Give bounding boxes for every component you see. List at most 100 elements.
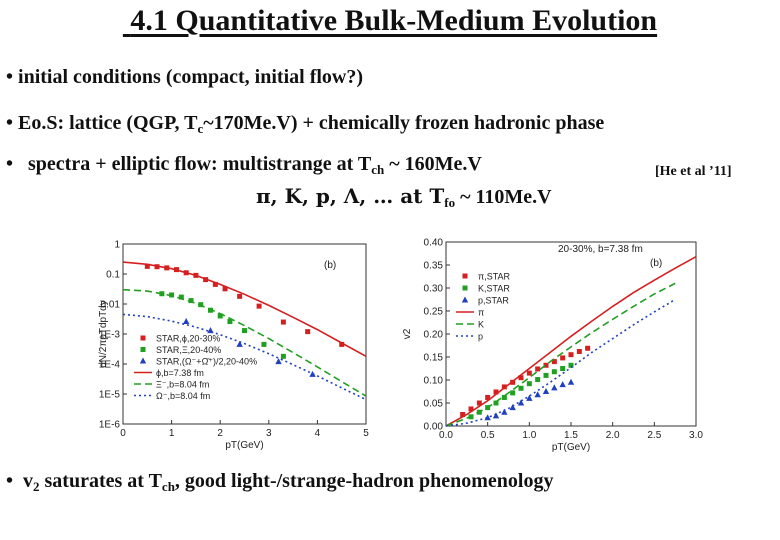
- legend-label: Ω⁻,b=8.04 fm: [156, 391, 210, 401]
- data-point: [476, 400, 482, 406]
- y-tick-label: 1: [114, 240, 120, 251]
- x-tick-label: 2.5: [647, 430, 661, 441]
- bullet-initial-conditions: • initial conditions (compact, initial f…: [6, 66, 364, 88]
- data-point: [261, 341, 267, 347]
- data-point: [560, 355, 566, 361]
- legend-label: π: [478, 308, 484, 318]
- data-point: [227, 319, 233, 325]
- legend-label: ϕ,b=7.38 fm: [156, 368, 204, 378]
- data-point: [568, 362, 574, 368]
- data-point: [339, 341, 345, 347]
- legend-marker: [461, 296, 469, 303]
- series-line: [122, 288, 367, 397]
- data-point: [534, 391, 541, 398]
- data-point: [543, 362, 549, 368]
- x-tick-label: 2: [217, 428, 223, 439]
- data-point: [222, 286, 228, 292]
- data-point: [518, 385, 524, 391]
- y-tick-label: 0.20: [424, 330, 444, 341]
- y-axis-label: v2: [402, 328, 413, 339]
- y-tick-label: 1E-5: [99, 390, 121, 401]
- series-line: [445, 255, 697, 427]
- data-point: [242, 328, 247, 334]
- x-tick-label: 2.0: [606, 430, 620, 441]
- legend-marker: [462, 273, 468, 279]
- legend-label: K,STAR: [478, 284, 510, 294]
- legend-label: STAR,(Ω⁻+Ω̄⁺)/2,20-40%: [156, 357, 257, 367]
- legend-marker: [139, 357, 147, 364]
- data-point: [460, 412, 466, 417]
- x-tick-label: 1: [169, 428, 175, 439]
- x-tick-label: 1.0: [522, 430, 536, 441]
- data-point: [178, 294, 184, 300]
- data-point: [493, 400, 499, 406]
- x-tick-label: 0: [120, 428, 126, 439]
- y-tick-label: 0.35: [424, 261, 444, 272]
- data-point: [526, 370, 532, 376]
- x-tick-label: 0.5: [481, 430, 495, 441]
- data-point: [551, 369, 557, 375]
- data-point: [237, 293, 243, 299]
- citation: [He et al ’11]: [655, 164, 732, 179]
- legend-marker: [140, 335, 146, 341]
- data-point: [576, 348, 582, 354]
- data-point: [535, 366, 541, 372]
- series-line: [122, 313, 367, 401]
- data-point: [560, 366, 566, 371]
- data-point: [256, 303, 262, 309]
- panel-label: (b): [324, 260, 336, 271]
- bullet-spectra: • spectra + elliptic flow: multistrange …: [6, 153, 482, 177]
- data-point: [542, 388, 550, 394]
- y-tick-label: 0.01: [101, 300, 121, 311]
- bullet-spectra-continuation: π, K, p, Λ, … at Tfo ~ 110Me.V: [256, 184, 552, 210]
- data-point: [551, 384, 558, 391]
- data-point: [551, 359, 557, 365]
- data-point: [501, 394, 507, 400]
- y-tick-label: 0.00: [424, 422, 444, 433]
- spectra-panel: 0 1 2 3 4 5 1E-6 1E-5 1E-4 1E-3 0.01 0.1 1 pT(GeV) dN/…: [96, 238, 374, 456]
- data-point: [188, 298, 194, 304]
- data-point: [468, 406, 474, 412]
- data-point: [543, 372, 549, 378]
- data-point: [485, 394, 491, 400]
- legend-label: p: [478, 332, 483, 342]
- data-point: [568, 352, 574, 358]
- x-axis-label: pT(GeV): [552, 442, 590, 453]
- panel-label: (b): [650, 258, 662, 269]
- x-tick-label: 0.0: [439, 430, 453, 441]
- data-point: [509, 404, 516, 411]
- data-point: [305, 329, 311, 335]
- data-point: [493, 389, 499, 395]
- x-tick-label: 5: [363, 428, 369, 439]
- data-point: [510, 390, 516, 396]
- data-point: [236, 340, 243, 347]
- y-tick-label: 1E-3: [99, 330, 121, 341]
- data-point: [280, 319, 286, 325]
- data-point: [217, 313, 223, 319]
- y-tick-label: 0.15: [424, 353, 444, 364]
- data-point: [501, 408, 508, 415]
- data-point: [484, 414, 491, 421]
- legend-label: STAR,Ξ,20-40%: [156, 345, 221, 355]
- legend-label: STAR,ϕ,20-30%: [156, 334, 220, 344]
- data-point: [275, 358, 282, 365]
- y-tick-label: 1E-4: [99, 360, 121, 371]
- legend-label: Ξ⁻,b=8.04 fm: [156, 380, 209, 390]
- data-point: [526, 381, 532, 387]
- y-tick-label: 0.40: [424, 238, 444, 249]
- bullet-eos: • Eo.S: lattice (QGP, Tc~170Me.V) + chem…: [6, 112, 605, 136]
- legend-label: K: [478, 320, 484, 330]
- data-point: [517, 399, 525, 406]
- data-point: [567, 378, 575, 385]
- x-tick-label: 3: [266, 428, 272, 439]
- data-point: [309, 370, 316, 377]
- panel-annotation: 20-30%, b=7.38 fm: [558, 244, 643, 255]
- legend-marker: [462, 285, 468, 291]
- bullet-v2-saturates: • v2 saturates at Tch, good light-/stran…: [6, 470, 554, 494]
- legend-label: π,STAR: [478, 272, 511, 282]
- data-point: [492, 412, 500, 419]
- data-point: [526, 394, 533, 401]
- x-tick-label: 4: [315, 428, 321, 439]
- series-line: [445, 298, 676, 427]
- spectra-chart: 0 1 2 3 4 5 1E-6 1E-5 1E-4 1E-3 0.01 0.1 1 pT(GeV) dN/…: [98, 240, 369, 452]
